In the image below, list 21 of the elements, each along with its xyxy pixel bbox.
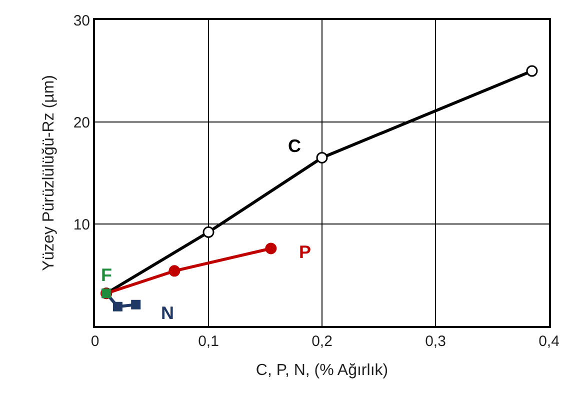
y-tick-label: 20 [73, 114, 90, 132]
point [526, 65, 538, 77]
x-tick-label: 0,2 [312, 333, 332, 350]
y-axis-title: Yüzey Pürüzlülüğü-Rz (µm) [40, 75, 58, 271]
y-tick-label: 10 [73, 216, 90, 234]
series-label: P [299, 242, 312, 262]
x-tick-label: 0 [90, 333, 100, 350]
series-label: C [288, 136, 301, 156]
y-tick-label: 30 [73, 12, 90, 30]
point [316, 152, 328, 164]
point [112, 302, 122, 312]
x-tick-label: 0,1 [198, 333, 219, 350]
x-tick-label: 0,4 [538, 333, 560, 350]
point [202, 226, 214, 238]
series-label: N [161, 303, 174, 323]
point [131, 300, 141, 310]
point [168, 265, 180, 277]
x-tick-label: 0,3 [425, 333, 446, 350]
series-label: F [101, 265, 112, 285]
x-axis-title: C, P, N, (% Ağırlık) [256, 362, 388, 380]
point [265, 242, 277, 254]
